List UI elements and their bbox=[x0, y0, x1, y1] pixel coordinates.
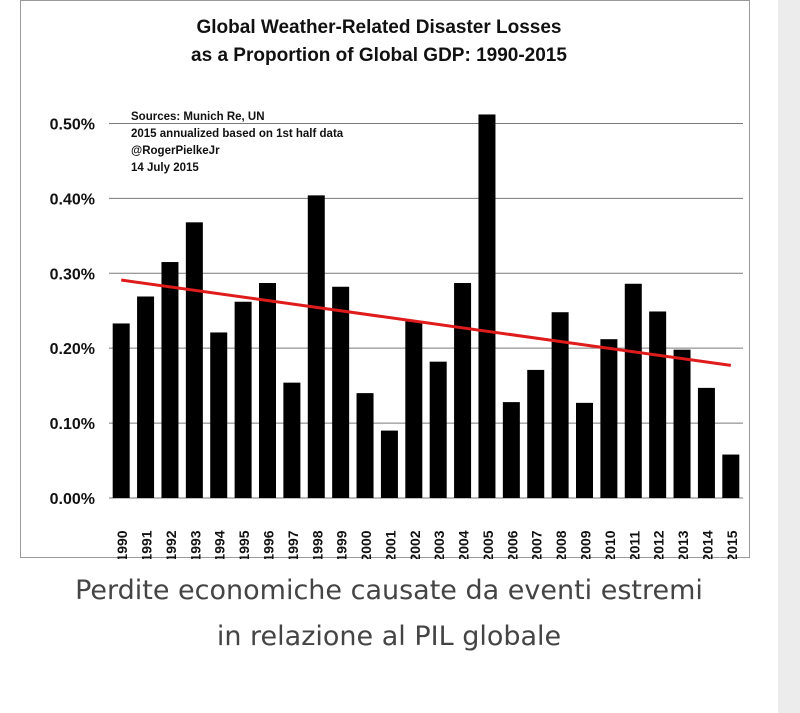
y-tick-label: 0.40% bbox=[50, 191, 95, 208]
bar bbox=[185, 222, 203, 499]
annotation-line-1: Sources: Munich Re, UN bbox=[131, 111, 265, 123]
bar bbox=[624, 283, 642, 498]
bar bbox=[405, 321, 423, 498]
x-tick-label: 2007 bbox=[529, 530, 545, 559]
x-tick-label: 1991 bbox=[139, 530, 155, 559]
y-axis: 0.00% 0.10% 0.20% 0.30% 0.40% 0.50% bbox=[50, 116, 95, 508]
bar bbox=[502, 402, 520, 498]
x-tick-label: 1990 bbox=[114, 530, 130, 559]
caption-line-2: in relazione al PIL globale bbox=[216, 621, 562, 652]
chart-title: Global Weather-Related Disaster Losses bbox=[197, 17, 562, 38]
bar bbox=[234, 301, 252, 498]
x-tick-label: 2013 bbox=[675, 530, 691, 559]
annotation-line-4: 14 July 2015 bbox=[131, 162, 199, 174]
x-tick-label: 2003 bbox=[431, 530, 447, 559]
y-tick-label: 0.20% bbox=[50, 341, 95, 358]
bar bbox=[283, 382, 301, 498]
y-tick-label: 0.50% bbox=[50, 116, 95, 133]
chart-figure: Global Weather-Related Disaster Losses a… bbox=[20, 0, 750, 559]
chart-subtitle: as a Proportion of Global GDP: 1990-2015 bbox=[191, 45, 567, 66]
x-tick-label: 1996 bbox=[261, 530, 277, 559]
x-tick-label: 2014 bbox=[699, 530, 715, 559]
bar bbox=[210, 332, 228, 498]
annotation-line-2: 2015 annualized based on 1st half data bbox=[131, 128, 344, 140]
x-tick-label: 1998 bbox=[309, 530, 325, 559]
bar bbox=[259, 283, 276, 498]
bar bbox=[478, 114, 496, 498]
annotation-block: Sources: Munich Re, UN 2015 annualized b… bbox=[131, 111, 344, 174]
grid-layer bbox=[109, 122, 743, 499]
figure-caption: Perdite economiche causate da eventi est… bbox=[0, 568, 778, 660]
x-tick-label: 1995 bbox=[236, 530, 252, 559]
bar bbox=[137, 296, 155, 498]
x-tick-label: 1999 bbox=[334, 530, 350, 559]
bar bbox=[722, 454, 740, 498]
bar bbox=[527, 369, 545, 498]
x-tick-label: 2006 bbox=[504, 530, 520, 559]
x-tick-label: 2002 bbox=[407, 530, 423, 559]
bar bbox=[332, 286, 350, 498]
bar bbox=[112, 323, 130, 498]
bar bbox=[429, 361, 447, 498]
x-tick-label: 2010 bbox=[602, 530, 618, 559]
x-tick-label: 2000 bbox=[358, 530, 374, 559]
x-tick-label: 1993 bbox=[187, 530, 203, 559]
page-scroll-strip bbox=[778, 0, 800, 713]
x-tick-label: 2015 bbox=[724, 530, 740, 559]
x-tick-label: 1997 bbox=[285, 530, 301, 559]
x-tick-label: 2009 bbox=[578, 530, 594, 559]
x-tick-label: 1994 bbox=[212, 530, 228, 559]
bar bbox=[454, 283, 472, 498]
bar bbox=[576, 402, 593, 498]
bar bbox=[697, 387, 715, 498]
bar bbox=[649, 311, 667, 498]
x-tick-label: 2008 bbox=[553, 530, 569, 559]
bar bbox=[380, 430, 398, 498]
bar bbox=[356, 393, 374, 498]
bar-layer bbox=[112, 114, 740, 499]
y-tick-label: 0.30% bbox=[50, 266, 95, 283]
x-tick-label: 2001 bbox=[382, 530, 398, 559]
annotation-line-3: @RogerPielkeJr bbox=[131, 145, 220, 157]
x-tick-label: 2012 bbox=[651, 530, 667, 559]
x-tick-label: 2011 bbox=[626, 531, 642, 559]
x-tick-label: 2004 bbox=[456, 530, 472, 559]
bar bbox=[551, 312, 569, 498]
chart-svg: Global Weather-Related Disaster Losses a… bbox=[50, 17, 743, 559]
caption-line-1: Perdite economiche causate da eventi est… bbox=[75, 575, 703, 606]
bar bbox=[161, 262, 179, 498]
bar bbox=[307, 195, 325, 498]
bar bbox=[600, 339, 618, 498]
y-tick-label: 0.10% bbox=[50, 416, 95, 433]
x-tick-label: 1992 bbox=[163, 530, 179, 559]
bar bbox=[673, 349, 691, 498]
x-axis: 1990 1991 1992 1993 1994 1995 1996 1997 1998 1999… bbox=[114, 530, 740, 559]
x-tick-label: 2005 bbox=[480, 530, 496, 559]
y-tick-label: 0.00% bbox=[50, 491, 95, 508]
trend-line bbox=[120, 278, 732, 367]
